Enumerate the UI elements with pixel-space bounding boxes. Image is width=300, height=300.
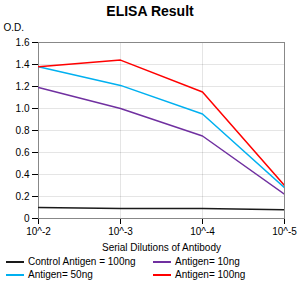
- svg-text:Serial Dilutions of Antibody: Serial Dilutions of Antibody: [102, 242, 221, 253]
- svg-text:1.6: 1.6: [16, 37, 30, 48]
- html-text:Control Antigen = 100ng: Control Antigen = 100ng: [28, 256, 136, 267]
- html-text:Antigen= 10ng: Antigen= 10ng: [175, 256, 240, 267]
- svg-text:0.6: 0.6: [16, 147, 30, 158]
- svg-text:10^-3: 10^-3: [108, 226, 133, 237]
- svg-text:10^-2: 10^-2: [26, 226, 51, 237]
- svg-text:1.2: 1.2: [16, 81, 30, 92]
- svg-text:0: 0: [24, 213, 30, 224]
- svg-text:1.0: 1.0: [16, 103, 30, 114]
- svg-text:10^-5: 10^-5: [272, 226, 297, 237]
- svg-text:1.4: 1.4: [16, 59, 30, 70]
- svg-text:0.8: 0.8: [16, 125, 30, 136]
- html-text:Antigen= 100ng: Antigen= 100ng: [175, 269, 246, 280]
- svg-text:10^-4: 10^-4: [190, 226, 215, 237]
- svg-text:O.D.: O.D.: [4, 22, 25, 33]
- html-text:Antigen= 50ng: Antigen= 50ng: [28, 269, 93, 280]
- svg-text:0.4: 0.4: [16, 169, 30, 180]
- svg-text:0.2: 0.2: [16, 191, 30, 202]
- html-text:ELISA Result: ELISA Result: [106, 3, 194, 19]
